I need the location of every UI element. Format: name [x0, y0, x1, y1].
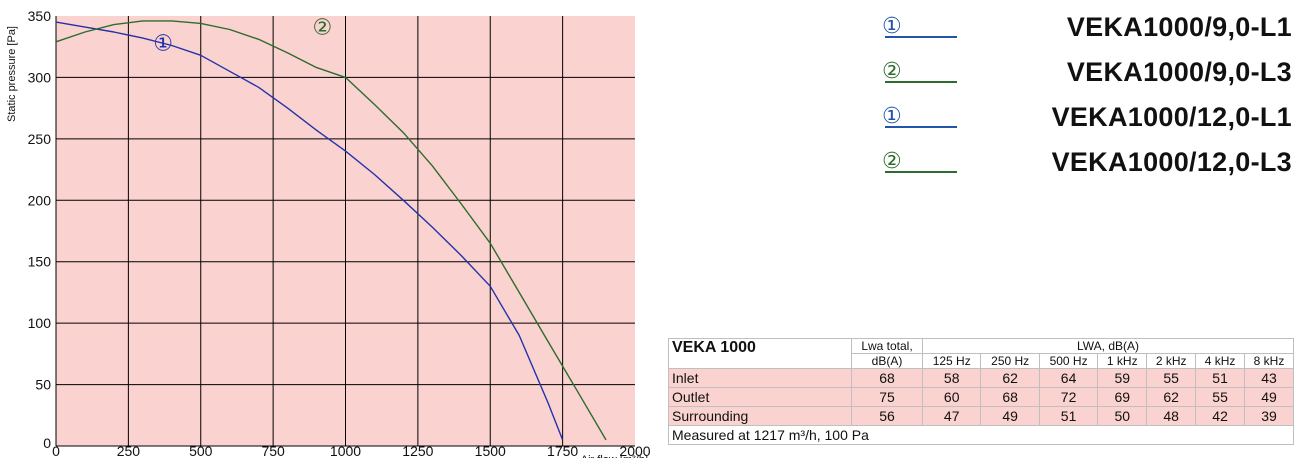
band-cell: 51	[1195, 368, 1246, 388]
axes	[55, 16, 635, 447]
series-line-1	[55, 21, 564, 441]
band-cell: 62	[1146, 387, 1197, 407]
legend-label: VEKA1000/9,0-L3	[1066, 57, 1292, 87]
x-tick-label: 0	[52, 443, 60, 458]
legend-line	[885, 126, 957, 128]
band-cell: 51	[1038, 406, 1099, 426]
total-header-unit: dB(A)	[851, 353, 923, 369]
y-tick-label-zero: 0	[43, 435, 51, 451]
row-label: Surrounding	[668, 406, 852, 426]
grid-lines	[56, 16, 635, 446]
lwa-header: LWA, dB(A)	[922, 338, 1294, 354]
series-line-2	[55, 20, 607, 441]
band-cell: 43	[1244, 368, 1294, 388]
legend-label: VEKA1000/9,0-L1	[1066, 12, 1292, 42]
row-label: Inlet	[668, 368, 852, 388]
curve-label: ②	[312, 15, 332, 40]
sound-data-table: VEKA 1000 Lwa total, LWA, dB(A) dB(A) 12…	[668, 338, 1294, 445]
band-cell: 49	[980, 406, 1040, 426]
legend-label: VEKA1000/12,0-L1	[1051, 102, 1292, 132]
y-tick-label: 150	[28, 254, 52, 270]
x-tick-label: 1750	[547, 443, 578, 458]
band-cell: 62	[980, 368, 1040, 388]
band-cell: 42	[1195, 406, 1246, 426]
series-lines	[55, 20, 607, 441]
legend: ① VEKA1000/9,0-L1 ② VEKA1000/9,0-L3 ① VE…	[875, 12, 1295, 192]
legend-item: ② VEKA1000/9,0-L3	[875, 57, 1295, 102]
band-cell: 58	[921, 368, 982, 388]
x-tick-label: 2000	[619, 443, 650, 458]
band-header: 250 Hz	[980, 353, 1040, 369]
legend-item: ② VEKA1000/12,0-L3	[875, 147, 1295, 192]
tick-labels: 0 250 500 750 1000 1250 1500 1750 20005010015020…	[6, 8, 651, 458]
y-tick-label: 250	[28, 131, 52, 147]
legend-marker: ②	[882, 148, 902, 173]
x-tick-label: 1500	[475, 443, 506, 458]
x-tick-label: 250	[117, 443, 141, 458]
x-axis-title: Air flow [m³/h]	[581, 454, 648, 458]
table-row: Inlet 68 58 62 64 59 55 51 43	[668, 368, 1294, 388]
table-row: Surrounding 56 47 49 51 50 48 42 39	[668, 406, 1294, 426]
band-cell: 48	[1146, 406, 1197, 426]
band-cell: 50	[1097, 406, 1148, 426]
y-tick-label: 350	[28, 8, 52, 24]
total-cell: 56	[851, 406, 923, 426]
curve-annotations: ①②	[153, 15, 332, 56]
y-tick-label: 200	[28, 192, 52, 208]
total-cell: 68	[851, 368, 923, 388]
total-header: Lwa total,	[851, 338, 923, 354]
band-cell: 55	[1146, 368, 1197, 388]
band-header: 2 kHz	[1146, 353, 1197, 369]
legend-item: ① VEKA1000/9,0-L1	[875, 12, 1295, 57]
y-tick-label: 50	[35, 377, 51, 393]
x-tick-label: 1000	[330, 443, 361, 458]
fan-curve-chart: 0 250 500 750 1000 1250 1500 1750 20005010015020…	[6, 8, 651, 458]
legend-marker: ①	[882, 103, 902, 128]
band-header: 8 kHz	[1244, 353, 1294, 369]
y-tick-label: 100	[28, 315, 52, 331]
band-cell: 68	[980, 387, 1040, 407]
legend-marker: ②	[882, 58, 902, 83]
band-cell: 60	[921, 387, 982, 407]
table-title: VEKA 1000	[668, 338, 852, 369]
y-tick-label: 300	[28, 69, 52, 85]
band-cell: 59	[1097, 368, 1148, 388]
legend-line	[885, 171, 957, 173]
x-tick-label: 500	[189, 443, 213, 458]
band-cell: 64	[1038, 368, 1099, 388]
band-header: 1 kHz	[1097, 353, 1148, 369]
legend-item: ① VEKA1000/12,0-L1	[875, 102, 1295, 147]
band-header: 4 kHz	[1195, 353, 1246, 369]
band-cell: 47	[921, 406, 982, 426]
band-header: 125 Hz	[921, 353, 982, 369]
band-cell: 55	[1195, 387, 1246, 407]
total-cell: 75	[851, 387, 923, 407]
band-cell: 72	[1038, 387, 1099, 407]
legend-label: VEKA1000/12,0-L3	[1051, 147, 1292, 177]
y-axis-title: Static pressure [Pa]	[6, 26, 18, 122]
band-cell: 49	[1244, 387, 1294, 407]
x-tick-label: 1250	[402, 443, 433, 458]
table-header-row: dB(A) 125 Hz 250 Hz 500 Hz 1 kHz 2 kHz 4…	[669, 353, 1294, 369]
legend-marker: ①	[882, 13, 902, 38]
legend-line	[885, 36, 957, 38]
legend-line	[885, 81, 957, 83]
row-label: Outlet	[668, 387, 852, 407]
band-header: 500 Hz	[1038, 353, 1099, 369]
band-cell: 39	[1244, 406, 1294, 426]
measurement-note: Measured at 1217 m³/h, 100 Pa	[668, 425, 1294, 445]
band-cell: 69	[1097, 387, 1148, 407]
x-tick-label: 750	[261, 443, 285, 458]
table-row: Outlet 75 60 68 72 69 62 55 49	[668, 387, 1294, 407]
curve-label: ①	[153, 31, 173, 56]
table-header-row: VEKA 1000 Lwa total, LWA, dB(A)	[668, 338, 1294, 369]
table-note-row: Measured at 1217 m³/h, 100 Pa	[668, 425, 1294, 445]
